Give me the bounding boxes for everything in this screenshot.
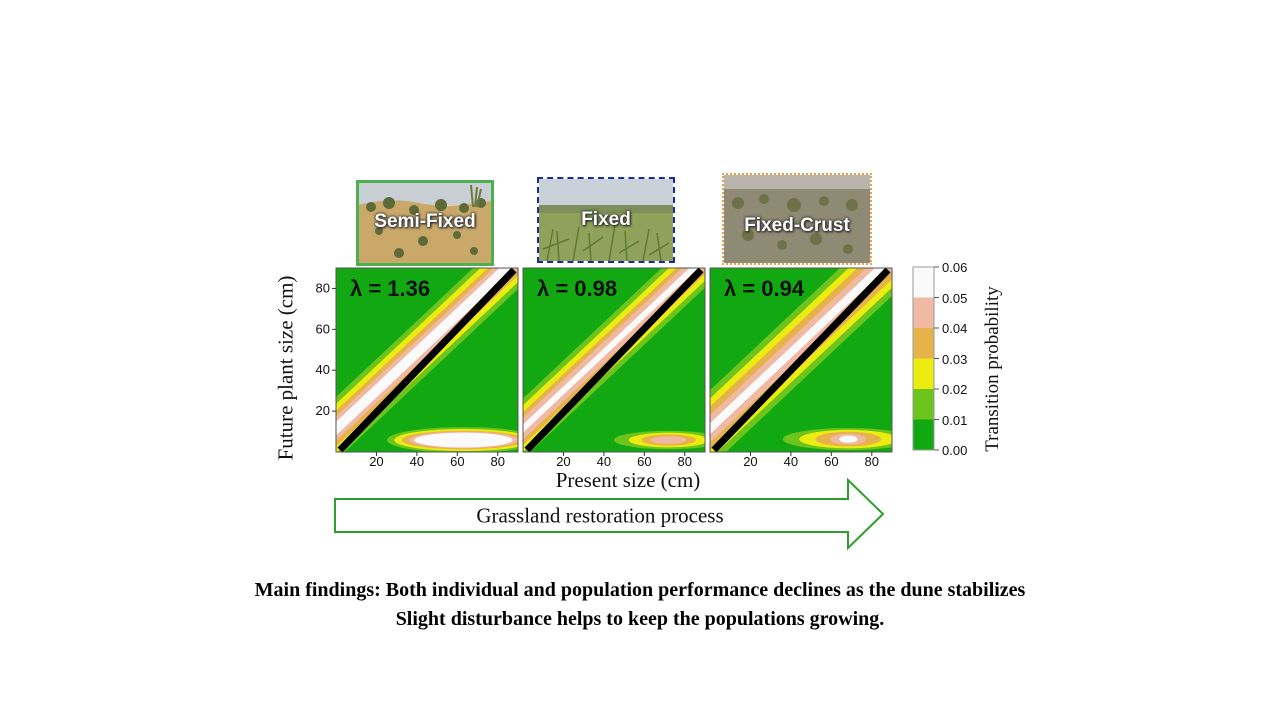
lower-contour [650,436,687,444]
x-tick-label: 80 [865,454,879,469]
lower-contour [839,435,858,443]
y-tick-label: 40 [316,362,330,377]
dune-photo-image [359,183,491,263]
y-tick-label: 60 [316,321,330,336]
heatmap-panel [523,268,705,452]
colorbar-segment [913,389,934,420]
x-axis-label-text: Present size (cm) [555,468,701,492]
x-tick-label: 40 [597,454,611,469]
colorbar-segment [913,267,934,298]
panel-frame [709,267,893,453]
photo-label: Semi-Fixed [374,211,476,232]
colorbar-tick: 0.06 [942,260,968,275]
restoration-arrow-label: Grassland restoration process [476,503,724,528]
x-tick-label: 80 [678,454,692,469]
lambda-label: λ = 0.98 [537,276,617,301]
restoration-arrow [334,477,885,551]
colorbar-tick: 0.05 [942,291,968,306]
y-tick-label: 20 [316,403,330,418]
photo-label: Fixed [581,209,631,230]
colorbar-segment [913,419,934,450]
colorbar-label: Transition probability [982,286,1003,452]
lambda-label: λ = 1.36 [350,276,430,301]
ridge-contour [523,268,699,433]
lambda-label: λ = 0.94 [724,276,805,301]
photo-fixed: Fixed [537,177,675,263]
colorbar-segment [913,358,934,389]
x-tick-label: 80 [491,454,505,469]
y-axis-label: Future plant size (cm) [273,275,298,461]
x-tick-label: 20 [556,454,570,469]
one-to-one-line [337,268,517,452]
photo-semi-fixed: Semi-Fixed [356,180,494,266]
x-tick-label: 20 [369,454,383,469]
colorbar-tick: 0.01 [942,413,968,428]
findings-line-1: Main findings: Both individual and popul… [254,579,1026,601]
lower-contour [414,432,513,448]
panel-frame [522,267,706,453]
heatmap-panel [710,268,892,452]
findings-line-2: Slight disturbance helps to keep the pop… [395,608,885,630]
x-tick-label: 60 [824,454,838,469]
ridge-contour [336,268,515,436]
x-tick-label: 60 [450,454,464,469]
x-tick-label: 40 [410,454,424,469]
colorbar-segment [913,297,934,328]
x-tick-label: 60 [637,454,651,469]
one-to-one-line [524,268,704,452]
panel-frame [335,267,519,453]
crust-photo-image [724,175,870,263]
photo-fixed-crust: Fixed-Crust [722,173,872,265]
ridge-contour [710,268,887,435]
one-to-one-line [711,268,891,452]
y-tick-label: 80 [316,280,330,295]
x-tick-label: 20 [743,454,757,469]
colorbar-tick: 0.04 [942,321,968,336]
photo-label: Fixed-Crust [744,215,850,236]
heatmap-panel [336,268,518,452]
colorbar-tick: 0.03 [942,352,968,367]
x-tick-label: 40 [784,454,798,469]
colorbar-tick: 0.00 [942,443,968,458]
colorbar-segment [913,328,934,359]
grassland-photo-image [539,179,673,261]
colorbar-tick: 0.02 [942,382,968,397]
